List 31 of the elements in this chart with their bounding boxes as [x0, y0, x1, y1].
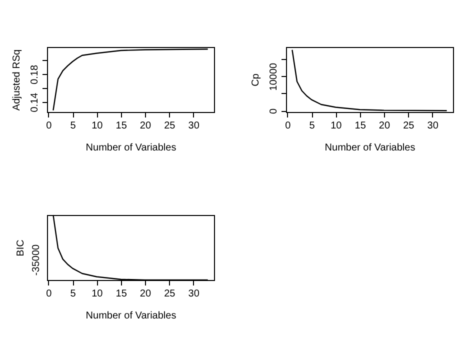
x-tick-label: 20 [140, 288, 152, 300]
x-tick-label: 25 [164, 288, 176, 300]
y-tick-label: 10000 [268, 62, 280, 91]
x-tick-label: 0 [46, 120, 52, 132]
x-tick-label: 30 [427, 120, 439, 132]
x-tick-label: 15 [354, 120, 366, 132]
x-tick-label: 15 [116, 288, 128, 300]
y-axis-title: BIC [16, 240, 26, 256]
x-tick-label: 10 [92, 120, 104, 132]
x-tick-label: 0 [46, 288, 52, 300]
x-tick-label: 15 [116, 120, 128, 132]
x-tick-label: 5 [309, 120, 316, 132]
x-tick-label: 30 [188, 288, 200, 300]
x-tick-label: 5 [70, 120, 76, 132]
x-tick-label: 0 [285, 120, 292, 132]
y-axis-title: Cp [250, 73, 262, 86]
x-tick-label: 20 [140, 120, 152, 132]
x-tick-label: 30 [188, 120, 200, 132]
y-tick-label: 0.18 [30, 64, 40, 84]
y-axis-title: Adjusted RSq [12, 49, 22, 111]
text: -35000 [31, 244, 42, 276]
x-tick-label: 25 [164, 120, 176, 132]
x-tick-label: 25 [403, 120, 415, 132]
x-tick-label: 10 [330, 120, 342, 132]
x-tick-label: 5 [70, 288, 76, 300]
x-axis-title: Number of Variables [86, 310, 176, 322]
x-tick-label: 10 [92, 288, 104, 300]
y-tick-label: 0.14 [30, 92, 40, 112]
x-axis-title: Number of Variables [324, 142, 416, 154]
x-axis-title: Number of Variables [86, 142, 176, 154]
x-tick-label: 20 [378, 120, 390, 132]
